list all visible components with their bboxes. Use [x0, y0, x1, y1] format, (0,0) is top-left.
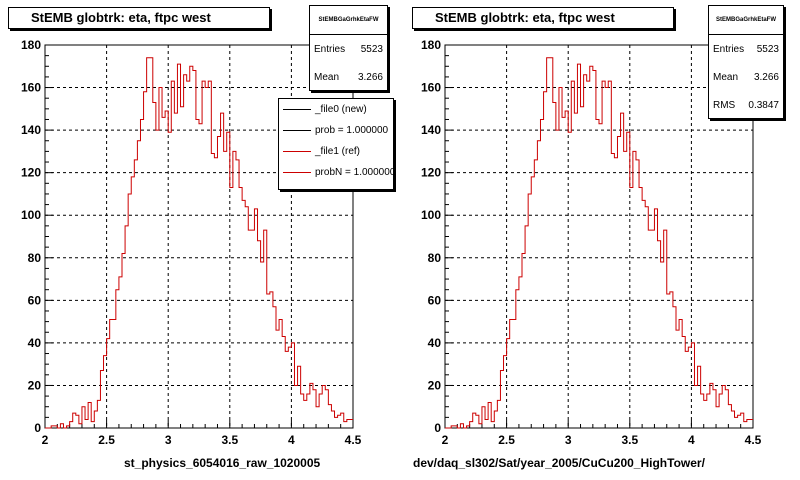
x-tick-label: 2 [442, 433, 449, 447]
x-tick-label: 3 [165, 433, 172, 447]
legend-line-file0 [283, 109, 311, 110]
y-tick-label: 0 [434, 421, 441, 435]
left-x-axis-label: st_physics_6054016_raw_1020005 [124, 456, 321, 470]
y-tick-label: 0 [34, 421, 41, 435]
y-tick-label: 180 [21, 38, 41, 52]
y-tick-label: 100 [421, 208, 441, 222]
y-tick-label: 20 [28, 378, 42, 392]
right-stats-box: StEMBGaGrhkEtaFW Entries 5523 Mean 3.266… [708, 5, 784, 119]
right-stats-row-mean: Mean 3.266 [709, 63, 783, 91]
y-tick-label: 80 [28, 251, 42, 265]
y-tick-label: 60 [428, 293, 442, 307]
legend-label-file1: _file1 (ref) [315, 146, 361, 157]
left-stats-entries-value: 5523 [360, 43, 383, 55]
y-tick-label: 40 [28, 336, 42, 350]
legend-item-prob: prob = 1.000000 [279, 120, 393, 141]
y-tick-label: 160 [421, 81, 441, 95]
left-stats-mean-value: 3.266 [357, 71, 383, 83]
legend-line-probn [283, 172, 311, 173]
legend-item-probn: probN = 1.000000 [279, 162, 393, 183]
left-stats-mean-label: Mean [314, 71, 340, 83]
right-stats-mean-label: Mean [713, 71, 739, 83]
left-histogram-plot: 2 2.5 3 3.5 4 4.5 0 20 40 60 80 100 120 140 160 180 [21, 38, 362, 447]
y-tick-label: 180 [421, 38, 441, 52]
x-tick-label: 4 [288, 433, 295, 447]
left-stats-row-entries: Entries 5523 [310, 35, 387, 63]
y-tick-label: 160 [21, 81, 41, 95]
histogram-series [45, 57, 353, 429]
x-tick-label: 3.5 [621, 433, 638, 447]
right-stats-row-entries: Entries 5523 [709, 35, 783, 63]
y-tick-label: 100 [21, 208, 41, 222]
left-stats-entries-label: Entries [314, 43, 346, 55]
legend-box: _file0 (new) prob = 1.000000 _file1 (ref… [278, 98, 394, 190]
plot-frame [444, 44, 754, 429]
left-stats-row-mean: Mean 3.266 [310, 63, 387, 91]
x-tick-label: 2.5 [98, 433, 115, 447]
right-stats-rms-label: RMS [713, 99, 736, 111]
x-tick-label: 2.5 [498, 433, 515, 447]
legend-line-prob [283, 130, 311, 131]
y-tick-label: 120 [421, 166, 441, 180]
x-tick-label: 4.5 [745, 433, 762, 447]
y-tick-label: 80 [428, 251, 442, 265]
right-stats-mean-value: 3.266 [753, 71, 779, 83]
left-stats-name: StEMBGaGrhkEtaFW [310, 6, 387, 35]
x-tick-label: 2 [42, 433, 49, 447]
y-tick-label: 40 [428, 336, 442, 350]
histogram-series [445, 57, 753, 429]
legend-label-probn: probN = 1.000000 [315, 167, 394, 178]
y-tick-label: 60 [28, 293, 42, 307]
right-stats-entries-label: Entries [713, 43, 745, 55]
legend-line-file1 [283, 151, 311, 152]
y-tick-label: 20 [428, 378, 442, 392]
right-stats-name: StEMBGaGrhkEtaFW [709, 6, 783, 35]
right-stats-rms-value: 0.3847 [748, 99, 779, 111]
x-tick-label: 3.5 [221, 433, 238, 447]
legend-item-file0: _file0 (new) [279, 99, 393, 120]
x-tick-label: 4 [688, 433, 695, 447]
left-stats-box: StEMBGaGrhkEtaFW Entries 5523 Mean 3.266 [309, 5, 388, 91]
right-stats-entries-value: 5523 [756, 43, 779, 55]
y-tick-label: 120 [21, 166, 41, 180]
x-tick-label: 4.5 [345, 433, 362, 447]
legend-label-prob: prob = 1.000000 [315, 125, 389, 136]
x-tick-label: 3 [565, 433, 572, 447]
right-stats-row-rms: RMS 0.3847 [709, 91, 783, 119]
right-histogram-pad: 2 2.5 3 3.5 4 4.5 0 20 40 60 80 100 120 140 160 180 StE… [400, 0, 800, 480]
right-x-axis-label: dev/daq_sl302/Sat/year_2005/CuCu200_High… [413, 456, 705, 470]
y-tick-label: 140 [21, 123, 41, 137]
left-histogram-pad: 2 2.5 3 3.5 4 4.5 0 20 40 60 80 100 120 140 160 180 StE… [8, 5, 394, 470]
right-plot-title: StEMB globtrk: eta, ftpc west [412, 7, 674, 29]
legend-label-file0: _file0 (new) [315, 104, 367, 115]
right-histogram-plot: 2 2.5 3 3.5 4 4.5 0 20 40 60 80 100 120 140 160 180 [421, 38, 762, 447]
y-tick-label: 140 [421, 123, 441, 137]
legend-item-file1: _file1 (ref) [279, 141, 393, 162]
left-plot-title: StEMB globtrk: eta, ftpc west [8, 7, 270, 29]
